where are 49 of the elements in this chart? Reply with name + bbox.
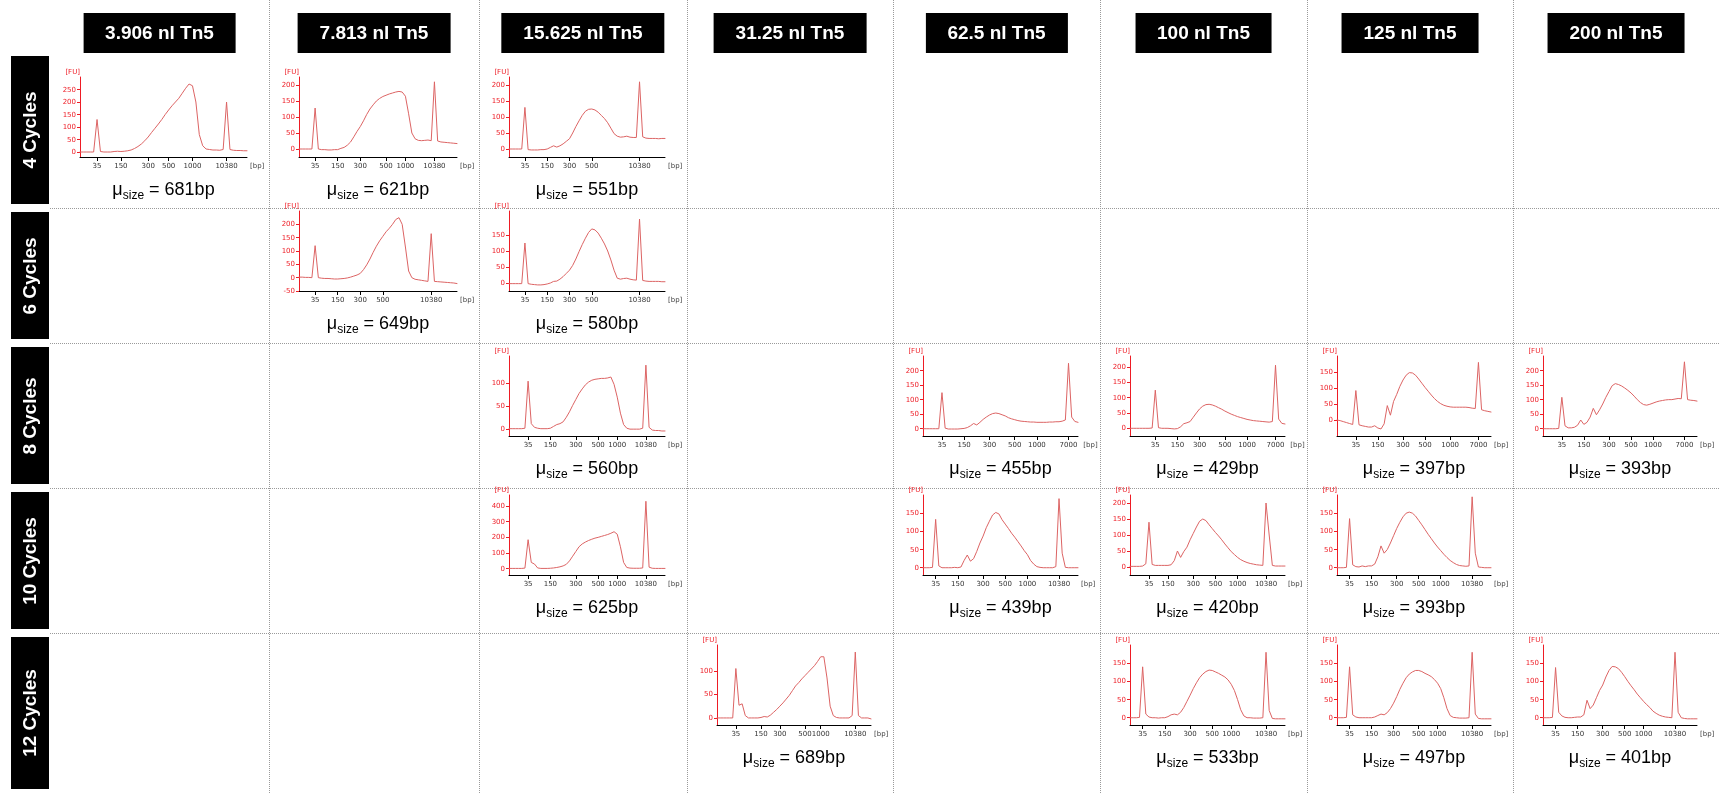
line-series [298, 81, 458, 151]
line-series [508, 364, 666, 432]
text: μ$_{size}$ = 397bp [1362, 457, 1466, 481]
text: μ$_{size}$ = 401bp [1568, 746, 1672, 770]
line-series [79, 83, 248, 153]
line-series [1129, 502, 1286, 567]
text: μ$_{size}$ = 497bp [1362, 746, 1466, 770]
text: 62.5 nl Tn5 [925, 13, 1068, 53]
text: μ$_{size}$ = 560bp [535, 457, 639, 481]
text: μ$_{size}$ = 580bp [535, 312, 639, 336]
text: 100 nl Tn5 [1135, 13, 1272, 53]
text: μ$_{size}$ = 621bp [326, 178, 430, 202]
text: μ$_{size}$ = 393bp [1568, 457, 1672, 481]
text: μ$_{size}$ = 429bp [1156, 457, 1259, 481]
text: μ$_{size}$ = 420bp [1156, 596, 1259, 620]
text: 31.25 nl Tn5 [713, 13, 867, 53]
text: μ$_{size}$ = 689bp [742, 746, 846, 770]
text: μ$_{size}$ = 439bp [949, 596, 1052, 620]
text: μ$_{size}$ = 533bp [1156, 746, 1259, 770]
line-series [922, 498, 1079, 569]
line-series [508, 500, 666, 569]
text: μ$_{size}$ = 625bp [535, 596, 639, 620]
text: μ$_{size}$ = 393bp [1362, 596, 1466, 620]
text: 7.813 nl Tn5 [297, 13, 451, 53]
text: 15.625 nl Tn5 [501, 13, 665, 53]
line-series [1129, 364, 1286, 430]
line-series [1129, 651, 1286, 720]
line-series [1336, 496, 1492, 569]
text: 8 Cycles [19, 376, 41, 455]
text: 4 Cycles [19, 91, 41, 169]
line-series [1336, 651, 1492, 720]
text: 200 nl Tn5 [1547, 13, 1685, 53]
line-series [298, 217, 458, 285]
line-series [922, 362, 1079, 430]
line-series [508, 81, 666, 151]
text: 3.906 nl Tn5 [83, 13, 236, 53]
line-series [1542, 651, 1698, 720]
text: μ$_{size}$ = 551bp [535, 178, 639, 202]
text: 125 nl Tn5 [1341, 13, 1479, 53]
text: μ$_{size}$ = 649bp [326, 312, 430, 336]
text: μ$_{size}$ = 455bp [949, 457, 1052, 481]
text: 6 Cycles [19, 236, 41, 315]
line-series [508, 218, 666, 286]
text: μ$_{size}$ = 681bp [112, 178, 215, 202]
line-series [1542, 361, 1698, 430]
text: 12 Cycles [19, 669, 41, 757]
line-series [716, 651, 872, 720]
text: 10 Cycles [19, 516, 41, 605]
line-series [1336, 361, 1492, 430]
